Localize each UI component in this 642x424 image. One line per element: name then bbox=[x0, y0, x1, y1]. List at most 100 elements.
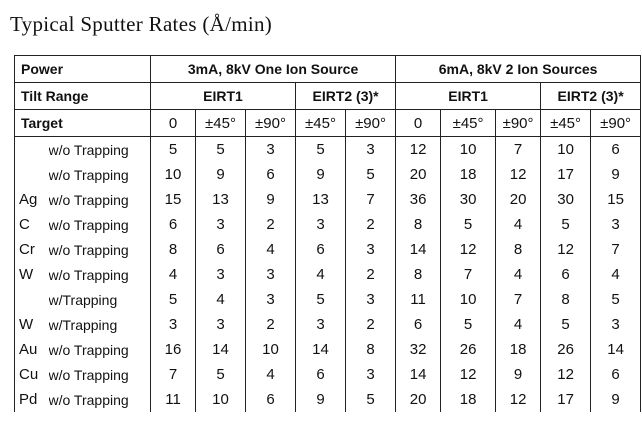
value-cell: 32 bbox=[395, 337, 442, 362]
trapping-cell: w/o Trapping bbox=[48, 362, 152, 387]
value-cell: 6 bbox=[245, 387, 297, 412]
header-label: Target bbox=[13, 109, 152, 137]
header-label: Tilt Range bbox=[13, 82, 152, 110]
angle-cell: 0 bbox=[395, 109, 442, 137]
angle-cell: ±90° bbox=[345, 109, 397, 137]
value-cell: 4 bbox=[150, 262, 197, 287]
value-cell: 10 bbox=[440, 287, 497, 312]
header-cell: EIRT2 (3)* bbox=[540, 82, 642, 110]
value-cell: 9 bbox=[590, 162, 642, 187]
value-cell: 4 bbox=[495, 312, 542, 337]
value-cell: 4 bbox=[195, 287, 247, 312]
header-row: Power 3mA, 8kV One Ion Source 6mA, 8kV 2 I… bbox=[13, 55, 642, 83]
value-cell: 3 bbox=[195, 212, 247, 237]
value-cell: 5 bbox=[195, 362, 247, 387]
value-cell: 3 bbox=[195, 262, 247, 287]
value-cell: 2 bbox=[345, 212, 397, 237]
angle-cell: ±45° bbox=[440, 109, 497, 137]
value-cell: 12 bbox=[395, 136, 442, 162]
target-cell: C bbox=[14, 212, 49, 237]
value-cell: 2 bbox=[345, 262, 397, 287]
value-cell: 5 bbox=[440, 212, 497, 237]
value-cell: 5 bbox=[345, 162, 397, 187]
target-cell: W bbox=[14, 262, 49, 287]
value-cell: 5 bbox=[540, 312, 592, 337]
angle-cell: ±90° bbox=[590, 109, 642, 137]
value-cell: 3 bbox=[295, 212, 347, 237]
value-cell: 9 bbox=[590, 387, 642, 412]
value-cell: 14 bbox=[395, 237, 442, 262]
header-cell: EIRT2 (3)* bbox=[295, 82, 397, 110]
value-cell: 18 bbox=[495, 337, 542, 362]
value-cell: 7 bbox=[150, 362, 197, 387]
trapping-cell: w/o Trapping bbox=[48, 337, 152, 362]
value-cell: 12 bbox=[540, 362, 592, 387]
value-cell: 14 bbox=[590, 337, 642, 362]
value-cell: 14 bbox=[395, 362, 442, 387]
value-cell: 16 bbox=[150, 337, 197, 362]
value-cell: 6 bbox=[295, 237, 347, 262]
value-cell: 3 bbox=[345, 237, 397, 262]
value-cell: 15 bbox=[590, 187, 642, 212]
value-cell: 4 bbox=[495, 262, 542, 287]
value-cell: 4 bbox=[590, 262, 642, 287]
value-cell: 12 bbox=[440, 362, 497, 387]
value-cell: 9 bbox=[245, 187, 297, 212]
value-cell: 26 bbox=[440, 337, 497, 362]
data-row: Ag w/o Trapping 15 13 9 13 7 36 30 20 30 15 bbox=[14, 187, 642, 212]
target-cell: Cr bbox=[14, 237, 49, 262]
value-cell: 5 bbox=[540, 212, 592, 237]
value-cell: 6 bbox=[295, 362, 347, 387]
trapping-cell: w/o Trapping bbox=[48, 162, 152, 187]
value-cell: 6 bbox=[590, 136, 642, 162]
value-cell: 9 bbox=[195, 162, 247, 187]
header-cell: 6mA, 8kV 2 Ion Sources bbox=[395, 55, 642, 83]
value-cell: 20 bbox=[395, 387, 442, 412]
value-cell: 15 bbox=[150, 187, 197, 212]
data-row: Au w/o Trapping 16 14 10 14 8 32 26 18 26 14 bbox=[14, 337, 642, 362]
value-cell: 2 bbox=[245, 312, 297, 337]
data-row: w/Trapping 5 4 3 5 3 11 10 7 8 5 bbox=[14, 287, 642, 312]
table-body: Power 3mA, 8kV One Ion Source 6mA, 8kV 2 I… bbox=[13, 55, 642, 412]
target-cell bbox=[14, 162, 49, 187]
value-cell: 7 bbox=[495, 287, 542, 312]
value-cell: 8 bbox=[150, 237, 197, 262]
value-cell: 10 bbox=[245, 337, 297, 362]
value-cell: 20 bbox=[495, 187, 542, 212]
value-cell: 8 bbox=[495, 237, 542, 262]
value-cell: 6 bbox=[245, 162, 297, 187]
value-cell: 2 bbox=[345, 312, 397, 337]
target-cell: Au bbox=[14, 337, 49, 362]
header-row: Target 0 ±45° ±90° ±45° ±90° 0 ±45° ±90° ±45° ±90° bbox=[13, 109, 642, 137]
value-cell: 6 bbox=[540, 262, 592, 287]
value-cell: 11 bbox=[150, 387, 197, 412]
value-cell: 3 bbox=[590, 212, 642, 237]
header-cell: EIRT1 bbox=[150, 82, 297, 110]
value-cell: 5 bbox=[150, 287, 197, 312]
target-cell: W bbox=[14, 312, 49, 337]
angle-cell: 0 bbox=[150, 109, 197, 137]
value-cell: 8 bbox=[345, 337, 397, 362]
data-row: Cr w/o Trapping 8 6 4 6 3 14 12 8 12 7 bbox=[14, 237, 642, 262]
sputter-table: Power 3mA, 8kV One Ion Source 6mA, 8kV 2 I… bbox=[13, 55, 642, 412]
value-cell: 10 bbox=[540, 136, 592, 162]
value-cell: 18 bbox=[440, 162, 497, 187]
data-row: w/o Trapping 5 5 3 5 3 12 10 7 10 6 bbox=[14, 136, 642, 162]
value-cell: 5 bbox=[295, 136, 347, 162]
trapping-cell: w/o Trapping bbox=[48, 187, 152, 212]
header-cell: 3mA, 8kV One Ion Source bbox=[150, 55, 397, 83]
target-cell bbox=[14, 136, 49, 162]
value-cell: 8 bbox=[395, 212, 442, 237]
value-cell: 4 bbox=[245, 237, 297, 262]
value-cell: 9 bbox=[495, 362, 542, 387]
value-cell: 5 bbox=[345, 387, 397, 412]
value-cell: 3 bbox=[245, 136, 297, 162]
title: Typical Sputter Rates (Å/min) bbox=[10, 12, 273, 36]
value-cell: 13 bbox=[195, 187, 247, 212]
value-cell: 17 bbox=[540, 387, 592, 412]
angle-cell: ±90° bbox=[245, 109, 297, 137]
value-cell: 3 bbox=[295, 312, 347, 337]
value-cell: 3 bbox=[245, 287, 297, 312]
angle-cell: ±45° bbox=[295, 109, 347, 137]
